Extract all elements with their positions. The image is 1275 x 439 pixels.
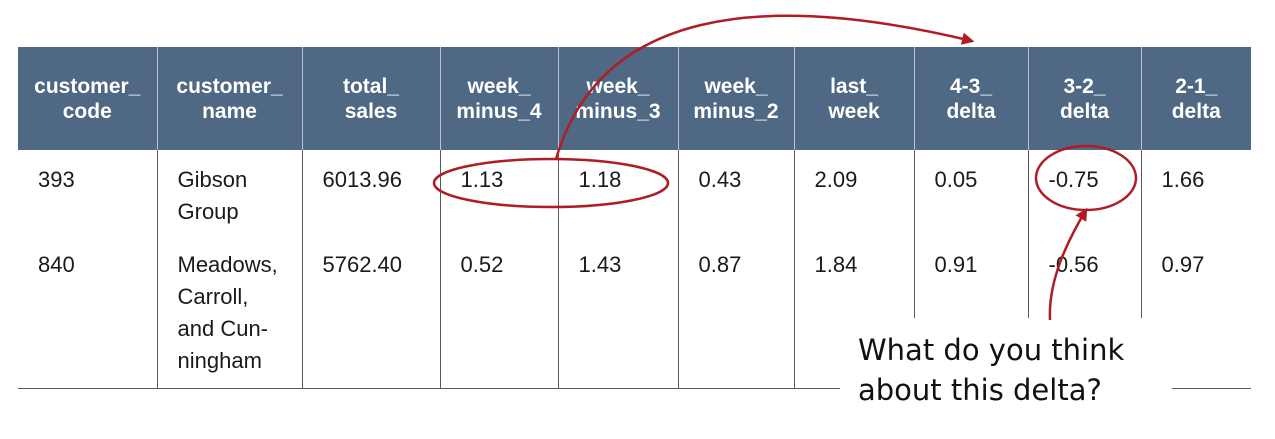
- header-week-minus-3: week_ minus_3: [557, 47, 678, 150]
- cell-delta-4-3: 0.05: [913, 150, 1028, 237]
- header-delta-2-1: 2-1_ delta: [1140, 47, 1251, 150]
- header-total-sales: total_ sales: [301, 47, 440, 150]
- cell-delta-2-1: 1.66: [1140, 150, 1251, 237]
- header-delta-3-2: 3-2_ delta: [1027, 47, 1141, 150]
- cell-week-minus-4: 0.52: [439, 237, 558, 389]
- cell-last-week: 2.09: [793, 150, 914, 237]
- cell-week-minus-2: 0.87: [677, 237, 794, 389]
- header-customer-code: customer_ code: [18, 47, 157, 150]
- header-delta-4-3: 4-3_ delta: [913, 47, 1028, 150]
- header-last-week: last_ week: [793, 47, 914, 150]
- cell-customer-code: 840: [18, 237, 157, 389]
- header-week-minus-2: week_ minus_2: [677, 47, 794, 150]
- header-week-minus-4: week_ minus_4: [439, 47, 558, 150]
- callout-box: [840, 318, 1172, 418]
- callout-question: What do you think about this delta?: [858, 333, 1125, 407]
- cell-total-sales: 6013.96: [301, 150, 440, 237]
- cell-customer-code: 393: [38, 167, 75, 192]
- table-row: 393 Gibson Group 6013.96 1.13 1.18 0.43 2…: [18, 150, 1251, 237]
- header-customer-name: customer_ name: [156, 47, 302, 150]
- cell-total-sales: 5762.40: [301, 237, 440, 389]
- cell-customer-name: Meadows, Carroll, and Cun-ningham: [156, 237, 302, 389]
- cell-week-minus-3: 1.18: [557, 150, 678, 237]
- table-header-row: customer_ code customer_ name total_ sales …: [18, 47, 1251, 150]
- cell-customer-name: Gibson Group: [156, 150, 302, 237]
- cell-delta-3-2: -0.75: [1027, 150, 1141, 237]
- cell-week-minus-4: 1.13: [439, 150, 558, 237]
- cell-week-minus-3: 1.43: [557, 237, 678, 389]
- cell-week-minus-2: 0.43: [677, 150, 794, 237]
